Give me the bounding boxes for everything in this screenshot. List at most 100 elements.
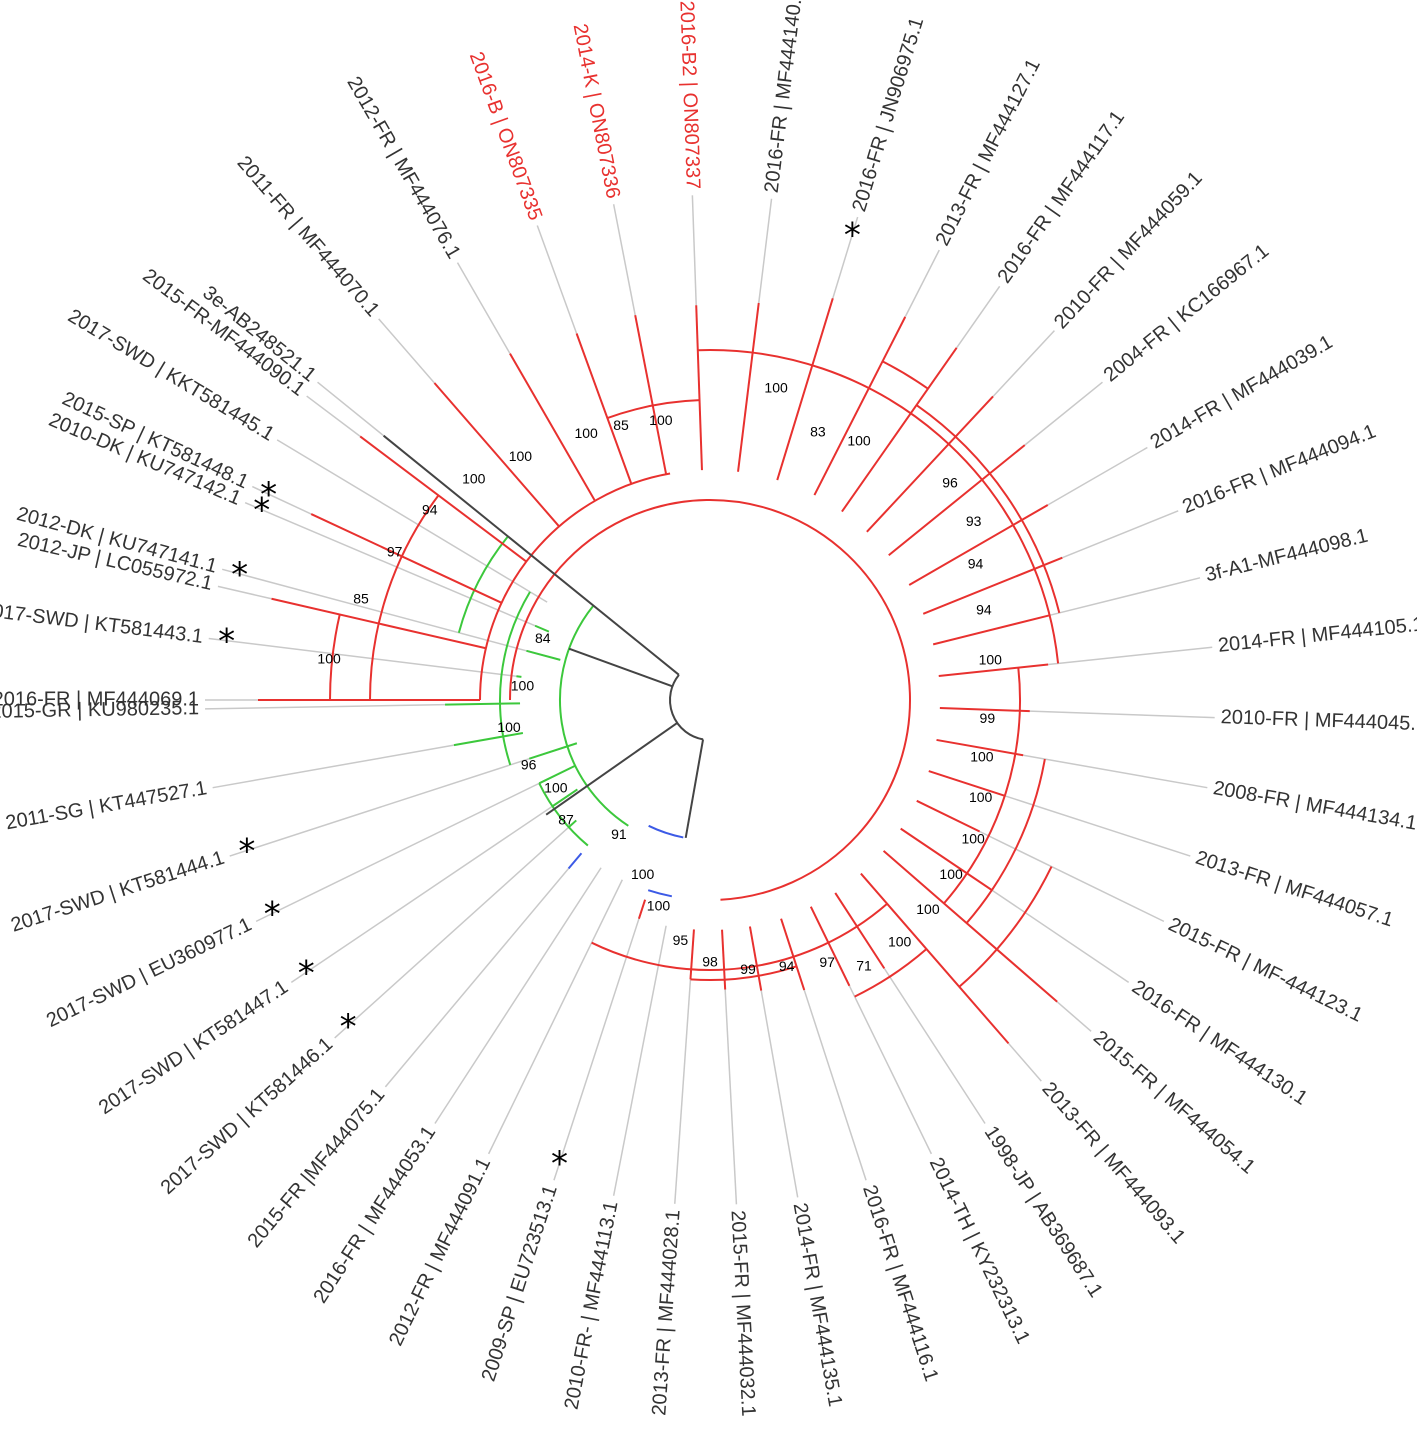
tip-branch [382,434,680,676]
tip-branch [310,513,502,604]
tip-branch [780,918,806,991]
tip-branch [551,788,578,808]
internal-arc-11 [958,866,1053,988]
star-marker: * [298,953,315,993]
tip-label: 2016-FR | MF444116.1 [858,1182,942,1384]
tip-leader-line [1056,1001,1092,1032]
tip-label: 2013-FR | MF444057.1 [1193,847,1396,932]
support-value: 100 [764,380,788,396]
label-leader-lines [205,195,1215,1205]
internal-arc-19 [648,824,684,839]
support-value: 94 [422,502,438,518]
tip-leader-line [1004,795,1191,857]
tip-branch [916,799,981,833]
support-value: 100 [939,866,963,882]
tip-branch [634,315,668,475]
tip-leader-line [251,485,312,515]
support-value: 100 [916,901,940,917]
tip-leader-line [384,868,570,1088]
internal-arc-7 [882,360,929,390]
support-value: 95 [673,932,689,948]
support-value: 100 [979,651,1003,667]
tip-leader-line [612,204,636,316]
tip-label: 2014-FR | MF444135.1 [789,1201,847,1408]
tip-label: 2017-SWD | KT581443.1 [0,599,204,648]
tip-branch [866,395,994,533]
tip-label: 2014-FR | MF444105.1 [1217,613,1417,656]
root-spoke-2 [684,739,705,839]
support-value: 71 [856,957,872,973]
tip-leader-line [212,744,455,789]
tip-leader-line [487,879,623,1155]
star-marker: * [218,622,235,662]
support-value: 100 [970,749,994,765]
tip-branch [938,663,1049,677]
internal-arc-0 [669,674,704,741]
tip-label: 2009-SP | EU723513.1 [478,1182,562,1384]
tip-branch [445,702,521,706]
tip-branch [841,347,958,513]
tip-branch [433,382,560,528]
tip-label: 2016-B2 | ON807337 [675,0,704,189]
support-value: 94 [976,602,992,618]
tip-leader-line [317,381,385,437]
support-value: 100 [647,897,671,913]
tip-leader-line [434,867,602,1124]
tip-branch [695,305,703,471]
tip-leader-line [991,889,1130,984]
tip-branch [721,929,727,990]
tip-branch [908,504,1049,586]
tip-branch [637,899,647,920]
tip-label: 2016-FR | JN906975.1 [848,15,928,215]
tip-label: 2014-K | ON807336 [569,22,624,200]
star-marker: * [340,1007,357,1047]
support-value: 100 [888,933,912,949]
tip-branch [689,929,695,980]
tip-leader-line [724,989,738,1205]
tip-leader-line [553,899,646,1181]
tip-leader-line [1024,381,1103,446]
tip-branch [809,906,851,987]
support-value: 100 [509,448,533,464]
support-value: 100 [847,433,871,449]
internal-arc-5 [329,614,341,701]
tip-branch [882,850,1058,1003]
tree-branches [258,298,1063,1045]
internal-arc-14 [690,965,797,981]
tip-label: 2016-B | ON807335 [465,49,546,223]
internal-arc-8 [915,404,1061,614]
tip-branch [528,742,578,760]
tip-leader-line [992,330,1055,397]
support-value: 87 [558,812,574,828]
tip-label: 2011-FR | MF444070.1 [233,152,384,321]
support-value: 97 [387,544,403,560]
tip-label: 2015-GR | KU980235.1 [0,697,199,723]
tip-branch [359,435,527,563]
support-value: 83 [810,424,826,440]
support-value: 96 [942,475,958,491]
internal-arc-15 [559,604,629,827]
tip-leader-line [229,742,578,857]
tip-branch [928,770,1006,797]
tip-leader-line [217,585,272,600]
tip-branch [860,872,1010,1045]
support-value: 100 [317,651,341,667]
internal-arc-1 [509,499,911,901]
internal-arc-2 [479,472,671,701]
tip-leader-line [1047,446,1148,506]
support-value: 91 [611,826,627,842]
tip-leader-line [848,985,933,1155]
tip-branch [516,675,522,678]
tip-leader-line [378,318,436,384]
support-value: 100 [969,789,993,805]
support-value: 100 [497,719,521,735]
tip-label: 2013-FR | MF444127.1 [932,55,1045,249]
tip-leader-line [1062,510,1179,559]
internal-arc-18 [457,535,509,633]
tip-leader-line [832,216,859,299]
support-value: 100 [574,425,598,441]
tip-branch [538,764,576,785]
tip-leader-line [674,979,692,1204]
tip-branch [922,556,1063,615]
